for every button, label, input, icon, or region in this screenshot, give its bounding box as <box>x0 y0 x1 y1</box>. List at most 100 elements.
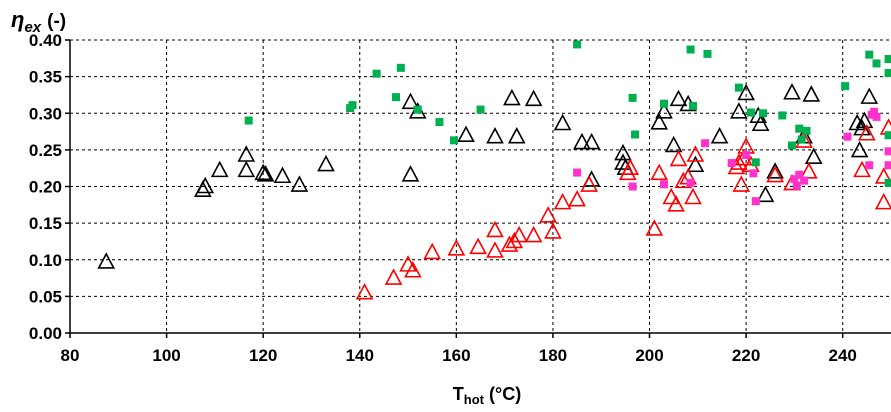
data-point <box>404 261 422 278</box>
data-point <box>413 105 422 114</box>
data-point <box>787 141 796 150</box>
data-point <box>751 158 760 167</box>
data-point <box>792 181 801 190</box>
series-2 <box>244 40 891 187</box>
data-point <box>737 83 755 101</box>
data-point <box>391 93 400 102</box>
data-point <box>872 59 881 68</box>
data-point <box>401 165 420 182</box>
data-point <box>797 135 806 144</box>
y-tick-label: 0.25 <box>29 141 62 160</box>
data-point <box>196 176 215 194</box>
y-axis-subscript: ex <box>24 19 41 36</box>
data-point <box>701 139 710 148</box>
series-3 <box>573 107 891 206</box>
data-point <box>273 166 292 184</box>
data-point <box>396 63 405 72</box>
data-point <box>884 55 891 64</box>
data-point <box>423 242 442 260</box>
data-point <box>544 222 562 239</box>
data-point <box>507 126 526 144</box>
data-point <box>660 99 669 108</box>
data-point <box>628 93 637 102</box>
data-point <box>884 68 891 77</box>
data-point <box>500 235 519 252</box>
data-point <box>237 160 256 178</box>
tick-labels: 0.00 0.05 0.10 0.15 0.20 0.25 0.30 0.35 0.40 80 10… <box>29 31 857 365</box>
data-point <box>621 158 640 175</box>
data-point <box>573 132 591 150</box>
data-point <box>804 147 823 164</box>
data-point <box>580 175 598 192</box>
y-axis-unit: (-) <box>47 11 66 32</box>
data-point <box>802 85 821 102</box>
data-point <box>256 165 275 182</box>
data-point <box>524 89 543 107</box>
data-point <box>783 83 801 100</box>
data-point <box>573 168 582 177</box>
data-point <box>244 116 253 125</box>
data-point <box>355 283 374 300</box>
x-tick-label: 240 <box>829 346 857 365</box>
data-point <box>734 83 743 92</box>
y-tick-label: 0.40 <box>29 31 62 50</box>
y-tick-label: 0.10 <box>29 251 62 270</box>
data-point <box>710 126 729 144</box>
data-point <box>874 192 891 210</box>
series-0 <box>97 83 879 269</box>
data-point <box>884 178 891 187</box>
data-point <box>553 192 572 210</box>
data-point <box>664 135 683 153</box>
x-tick-label: 160 <box>442 346 470 365</box>
data-point <box>884 147 891 156</box>
data-point <box>669 149 688 167</box>
data-point <box>662 187 681 205</box>
x-tick-label: 120 <box>249 346 277 365</box>
data-point <box>486 241 504 258</box>
axes <box>65 39 891 338</box>
y-tick-label: 0.15 <box>29 214 62 233</box>
data-point <box>778 111 787 120</box>
y-tick-label: 0.05 <box>29 287 62 306</box>
data-point <box>645 219 664 236</box>
data-points <box>97 40 891 300</box>
x-tick-label: 100 <box>152 346 180 365</box>
data-point <box>486 220 504 238</box>
data-point <box>843 132 852 141</box>
data-point <box>628 182 637 191</box>
x-axis-unit: (°C) <box>489 384 521 404</box>
x-tick-label: 140 <box>346 346 374 365</box>
data-point <box>650 163 669 181</box>
data-point <box>290 175 309 192</box>
data-point <box>884 161 891 170</box>
data-point <box>688 101 697 110</box>
data-point <box>850 140 869 158</box>
data-point <box>650 113 669 130</box>
data-point <box>756 185 775 203</box>
data-point <box>254 163 273 181</box>
y-tick-label: 0.20 <box>29 178 62 197</box>
data-point <box>686 155 705 173</box>
data-point <box>317 154 335 172</box>
data-point <box>870 107 879 116</box>
data-point <box>684 187 702 205</box>
data-point <box>476 105 485 114</box>
data-point <box>766 165 784 183</box>
data-point <box>539 206 557 223</box>
data-point <box>766 162 784 179</box>
x-axis-main: T <box>453 384 464 404</box>
data-point <box>703 49 712 58</box>
data-point <box>686 45 695 54</box>
y-tick-label: 0.35 <box>29 68 62 87</box>
data-point <box>505 231 524 249</box>
data-point <box>97 252 116 269</box>
data-point <box>614 143 632 161</box>
data-point <box>660 180 669 189</box>
x-tick-label: 220 <box>732 346 760 365</box>
data-point <box>742 151 751 160</box>
data-point <box>855 111 874 129</box>
data-point <box>858 124 876 141</box>
data-point <box>872 112 881 121</box>
data-point <box>669 89 688 107</box>
